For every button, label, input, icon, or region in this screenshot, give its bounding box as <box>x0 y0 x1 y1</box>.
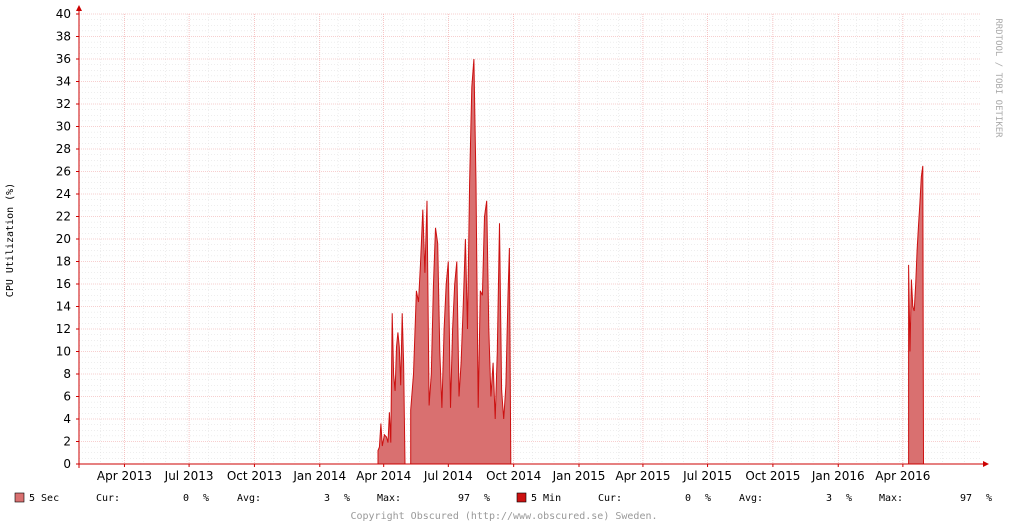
chart-grid <box>79 14 981 464</box>
y-tick-label: 18 <box>56 255 71 269</box>
rrdtool-watermark: RRDTOOL / TOBI OETIKER <box>993 18 1003 138</box>
x-tick-label: Oct 2015 <box>745 469 800 483</box>
y-tick-label: 34 <box>56 75 71 89</box>
legend-avg-value-5min: 3 <box>826 493 832 504</box>
legend-swatch-5sec <box>15 493 24 502</box>
legend-cur-value-5sec: 0 <box>183 493 189 504</box>
copyright-footer: Copyright Obscured (http://www.obscured.… <box>350 511 657 522</box>
legend-avg-value-5sec: 3 <box>324 493 330 504</box>
y-tick-label: 26 <box>56 165 71 179</box>
y-tick-label: 30 <box>56 120 71 134</box>
x-tick-label: Oct 2013 <box>227 469 282 483</box>
y-tick-label: 6 <box>63 390 71 404</box>
y-tick-label: 28 <box>56 142 71 156</box>
y-tick-label: 0 <box>63 457 71 471</box>
x-tick-label: Jan 2015 <box>552 469 606 483</box>
legend-max-value-5sec: 97 <box>458 493 470 504</box>
legend-cur-unit-5min: % <box>705 493 711 504</box>
y-tick-label: 38 <box>56 30 71 44</box>
legend-avg-label-5min: Avg: <box>739 493 763 504</box>
y-tick-label: 40 <box>56 7 71 21</box>
x-axis-ticks: Apr 2013 Jul 2013 Oct 2013 Jan 2014 Apr 2014… <box>97 464 931 483</box>
legend-cur-unit-5sec: % <box>203 493 209 504</box>
legend-swatch-5min <box>517 493 526 502</box>
y-tick-label: 2 <box>63 435 71 449</box>
y-tick-label: 36 <box>56 52 71 66</box>
legend-name-5min: 5 Min <box>531 493 561 504</box>
y-tick-label: 16 <box>56 277 71 291</box>
y-tick-label: 8 <box>63 367 71 381</box>
x-tick-label: Jan 2014 <box>292 469 346 483</box>
legend-max-value-5min: 97 <box>960 493 972 504</box>
x-tick-label: Jul 2014 <box>423 469 473 483</box>
legend-max-unit-5min: % <box>986 493 992 504</box>
legend-max-label-5sec: Max: <box>377 493 401 504</box>
legend-avg-unit-5sec: % <box>344 493 350 504</box>
y-tick-label: 12 <box>56 322 71 336</box>
legend-max-unit-5sec: % <box>484 493 490 504</box>
x-tick-label: Jul 2013 <box>164 469 214 483</box>
x-tick-label: Apr 2016 <box>875 469 930 483</box>
x-tick-label: Oct 2014 <box>486 469 541 483</box>
x-tick-label: Jan 2016 <box>811 469 865 483</box>
x-tick-label: Jul 2015 <box>682 469 732 483</box>
y-tick-label: 10 <box>56 345 71 359</box>
legend-name-5sec: 5 Sec <box>29 493 59 504</box>
legend-avg-label-5sec: Avg: <box>237 493 261 504</box>
legend-cur-value-5min: 0 <box>685 493 691 504</box>
legend-max-label-5min: Max: <box>879 493 903 504</box>
y-tick-label: 32 <box>56 97 71 111</box>
y-tick-label: 24 <box>56 187 71 201</box>
y-tick-label: 22 <box>56 210 71 224</box>
y-axis-arrow <box>76 5 82 11</box>
legend-avg-unit-5min: % <box>846 493 852 504</box>
y-tick-label: 14 <box>56 300 71 314</box>
legend: 5 Sec Cur: 0 % Avg: 3 % Max: 97 % 5 Min … <box>15 493 992 504</box>
legend-cur-label-5sec: Cur: <box>96 493 120 504</box>
x-axis-arrow <box>983 461 989 467</box>
x-tick-label: Apr 2014 <box>356 469 411 483</box>
legend-cur-label-5min: Cur: <box>598 493 622 504</box>
y-tick-label: 20 <box>56 232 71 246</box>
x-tick-label: Apr 2015 <box>615 469 670 483</box>
x-tick-label: Apr 2013 <box>97 469 152 483</box>
y-axis-label: CPU Utilization (%) <box>5 183 16 297</box>
y-tick-label: 4 <box>63 412 71 426</box>
